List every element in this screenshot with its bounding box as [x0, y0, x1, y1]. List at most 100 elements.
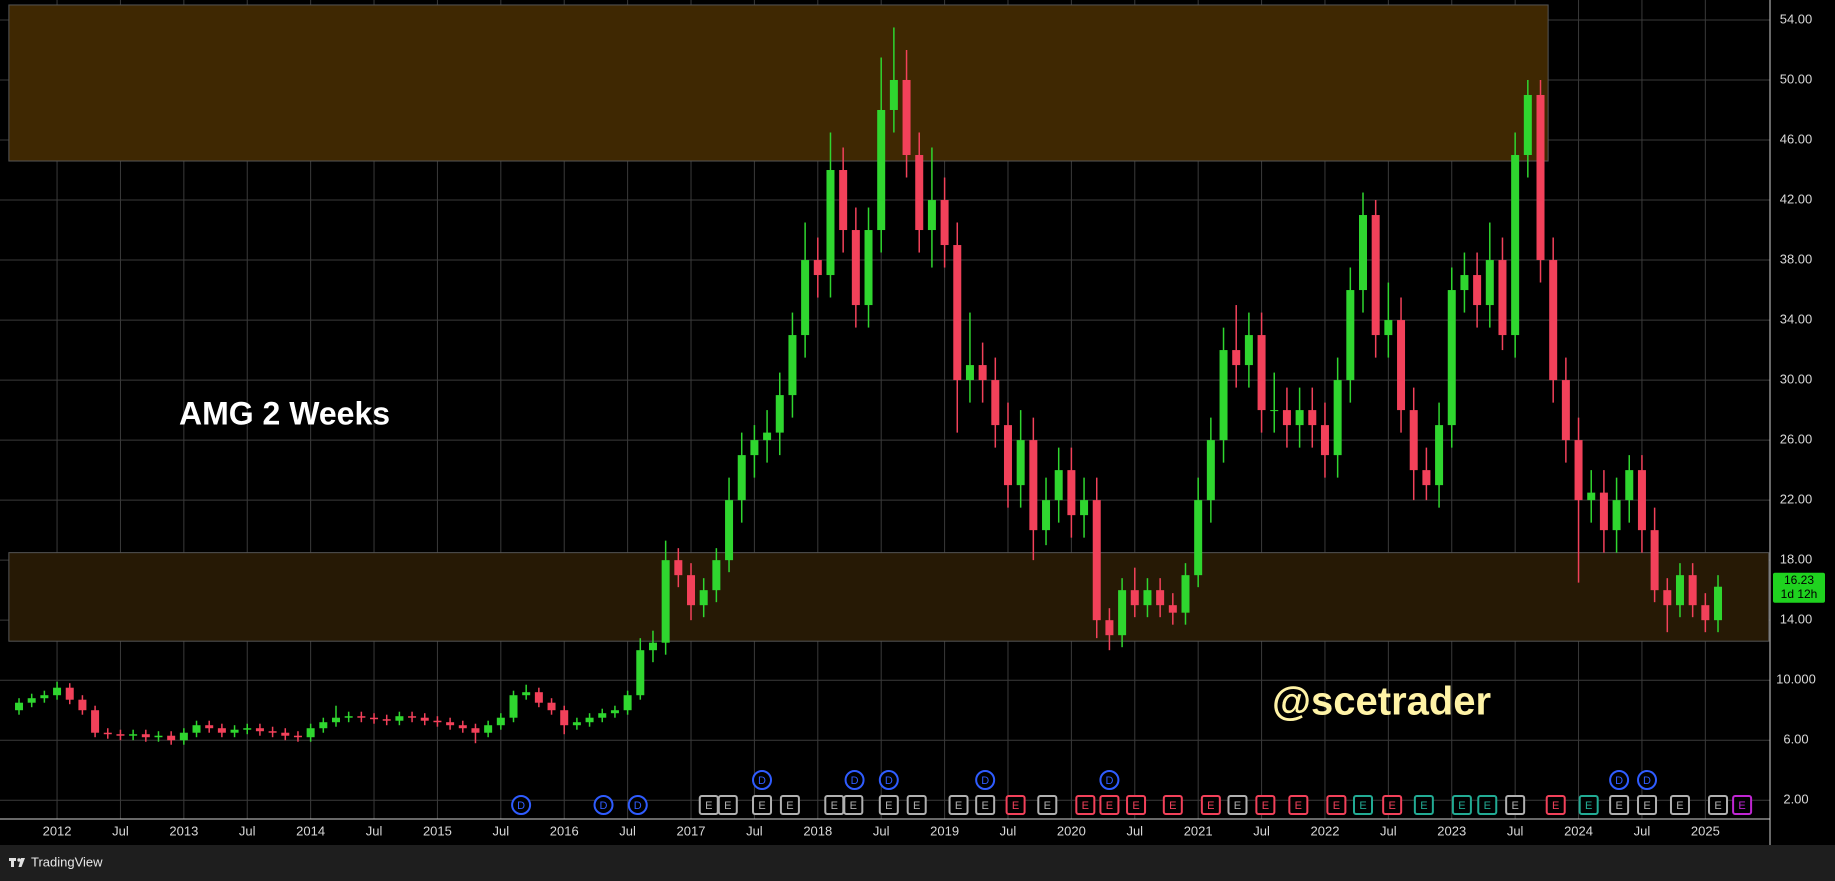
- candle-body: [648, 642, 657, 651]
- event-label: E: [1420, 800, 1427, 812]
- candle-body: [1232, 350, 1241, 366]
- candle-body: [1574, 440, 1583, 501]
- candle-body: [877, 109, 886, 231]
- candle-body: [1599, 492, 1608, 531]
- footer-bar: [0, 845, 1835, 881]
- candle-body: [27, 698, 36, 703]
- x-tick-label: 2012: [43, 823, 72, 838]
- dividend-marker: [1637, 770, 1658, 790]
- candle-body: [725, 500, 734, 561]
- candle-body: [281, 732, 290, 736]
- earnings-marker: [906, 795, 927, 815]
- event-label: E: [955, 800, 962, 812]
- candle-body: [205, 725, 214, 729]
- y-tick-label: 50.00: [1780, 71, 1813, 86]
- earnings-marker: [779, 795, 800, 815]
- event-label: E: [1295, 800, 1302, 812]
- candle-body: [1523, 94, 1532, 156]
- candle-body: [78, 699, 87, 711]
- dividend-marker: [1099, 770, 1120, 790]
- earnings-marker: [1255, 795, 1276, 815]
- event-label: E: [758, 800, 765, 812]
- earnings-marker: [1200, 795, 1221, 815]
- candle-body: [91, 710, 100, 733]
- candle-body: [674, 560, 683, 576]
- candle-body: [610, 710, 619, 714]
- candle-body: [1447, 290, 1456, 426]
- candle-body: [1244, 335, 1253, 366]
- earnings-marker: [1288, 795, 1309, 815]
- candle-body: [851, 230, 860, 306]
- chart-title: AMG 2 Weeks: [179, 395, 390, 431]
- candle-body: [1688, 575, 1697, 606]
- candle-body: [1092, 500, 1101, 621]
- dividend-marker: [627, 795, 648, 815]
- y-tick-label: 18.00: [1780, 552, 1813, 567]
- candle-body: [864, 230, 873, 306]
- candle-body: [826, 170, 835, 276]
- x-tick-label: 2018: [803, 823, 832, 838]
- candle-body: [902, 79, 911, 156]
- dividend-marker: [975, 770, 996, 790]
- candle-body: [927, 200, 936, 231]
- event-label: D: [851, 775, 859, 787]
- candle-body: [623, 695, 632, 711]
- candle-body: [53, 687, 62, 696]
- earnings-marker: [1637, 795, 1658, 815]
- x-tick-label: Jul: [619, 823, 636, 838]
- candle-body: [1637, 470, 1646, 531]
- candle-body: [915, 155, 924, 231]
- y-tick-label: 22.00: [1780, 492, 1813, 507]
- candle-body: [712, 560, 721, 591]
- candle-body: [978, 365, 987, 381]
- event-label: E: [1738, 800, 1745, 812]
- y-tick-label: 34.00: [1780, 312, 1813, 327]
- y-tick-label: 30.00: [1780, 372, 1813, 387]
- earnings-marker: [1037, 795, 1058, 815]
- event-label: E: [1615, 800, 1622, 812]
- candle-body: [217, 728, 226, 733]
- candle-body: [801, 260, 810, 336]
- x-tick-label: Jul: [1126, 823, 1143, 838]
- candle-body: [370, 717, 379, 720]
- candle-body: [839, 170, 848, 231]
- candle-body: [509, 695, 518, 718]
- x-tick-label: 2014: [296, 823, 325, 838]
- candle-body: [1270, 410, 1279, 412]
- earnings-marker: [1505, 795, 1526, 815]
- event-label: E: [1207, 800, 1214, 812]
- candle-body: [1029, 440, 1038, 531]
- dividend-marker: [878, 770, 899, 790]
- candle-body: [243, 728, 252, 730]
- candle-body: [1663, 590, 1672, 606]
- candle-body: [1549, 260, 1558, 381]
- candle-body: [1105, 620, 1114, 636]
- candle-body: [154, 735, 163, 738]
- candle-body: [420, 717, 429, 721]
- candle-body: [1397, 320, 1406, 411]
- event-label: E: [1458, 800, 1465, 812]
- candle-body: [344, 716, 353, 718]
- event-label: D: [600, 800, 608, 812]
- candle-body: [1587, 492, 1596, 501]
- event-label: E: [1169, 800, 1176, 812]
- event-label: E: [1484, 800, 1491, 812]
- event-label: E: [1234, 800, 1241, 812]
- candle-body: [1561, 380, 1570, 441]
- candle-body: [268, 731, 277, 733]
- y-tick-label: 14.00: [1780, 612, 1813, 627]
- event-label: E: [831, 800, 838, 812]
- x-tick-label: Jul: [366, 823, 383, 838]
- candle-body: [1498, 260, 1507, 336]
- x-tick-label: 2024: [1564, 823, 1593, 838]
- candle-body: [953, 245, 962, 381]
- candle-body: [293, 735, 302, 738]
- earnings-marker: [1477, 795, 1498, 815]
- countdown-label: 1d 12h: [1781, 587, 1818, 601]
- x-tick-label: 2023: [1437, 823, 1466, 838]
- candle-body: [661, 560, 670, 643]
- candle-body: [408, 716, 417, 718]
- earnings-marker: [824, 795, 845, 815]
- event-label: E: [1552, 800, 1559, 812]
- candle-body: [1612, 500, 1621, 531]
